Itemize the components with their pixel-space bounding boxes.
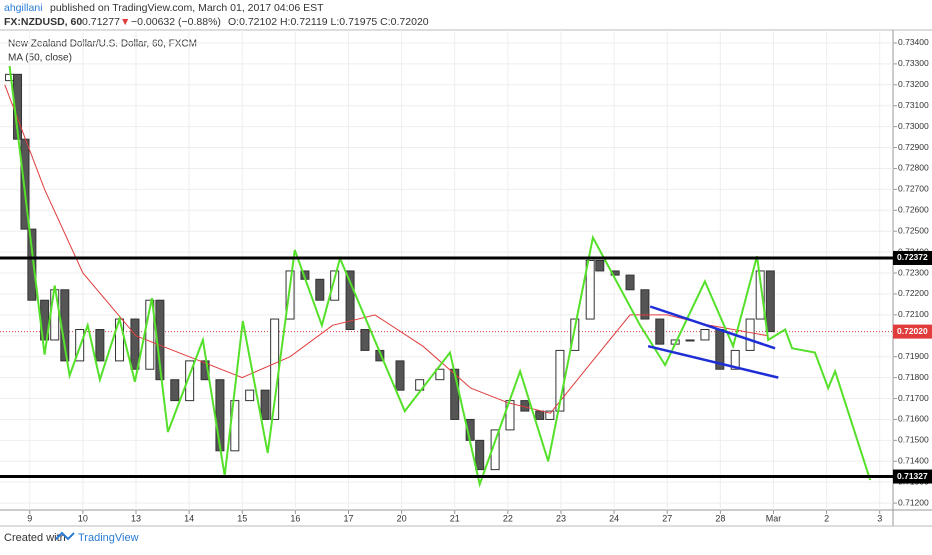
logo [55,531,75,541]
candle [95,329,105,362]
candle [625,274,635,291]
x-tick-label: 9 [27,513,32,523]
change: −0.00632 (−0.88%) [131,16,221,28]
y-tick-label: 0.73000 [898,121,929,131]
candle [545,410,555,420]
candle [535,410,545,420]
candle [585,259,595,320]
y-tick-label: 0.71200 [898,497,929,507]
candle [765,270,775,333]
y-tick-label: 0.71700 [898,393,929,403]
channel-line [647,344,779,379]
candle [655,318,665,345]
candle [130,318,140,370]
x-tick-label: 15 [237,513,247,523]
price-tag [893,250,932,265]
candle [700,329,710,341]
x-tick-label: 2 [824,513,829,523]
symbol: FX:NZDUSD, 60 [4,16,82,28]
candle [27,228,37,301]
x-tick-label: 23 [556,513,566,523]
x-tick-label: 10 [78,513,88,523]
ohlc: O:0.72102 H:0.72119 L:0.71975 C:0.72020 [228,16,429,28]
y-tick-label: 0.72500 [898,225,929,235]
y-tick-label: 0.71900 [898,351,929,361]
y-tick-label: 0.72300 [898,267,929,277]
y-tick-label: 0.73400 [898,37,929,47]
y-tick-label: 0.73200 [898,79,929,89]
x-tick-label: 20 [397,513,407,523]
candle [285,270,295,320]
x-tick-label: 17 [343,513,353,523]
price-tag [893,324,932,339]
candle [395,360,405,391]
candle [595,259,605,272]
candle [5,73,15,82]
y-tick-label: 0.72600 [898,205,929,215]
chart-title: New Zealand Dollar/U.S. Dollar, 60, FXCM [8,39,197,50]
last-price: 0.71277 [82,16,120,28]
y-tick-label: 0.72800 [898,163,929,173]
candle [260,389,270,420]
x-tick-label: 22 [503,513,513,523]
candle [245,389,255,402]
y-tick-label: 0.71800 [898,372,929,382]
candle [345,270,355,331]
footer-created: Created with [4,532,66,544]
x-tick-label: 21 [450,513,460,523]
candle [200,360,210,381]
candle [415,379,425,391]
plot-area [0,30,893,510]
price-tag-label: 0.72020 [897,326,928,336]
ma-line [4,84,769,414]
y-tick-label: 0.71500 [898,435,929,445]
y-tick-label: 0.72700 [898,184,929,194]
candle [745,318,755,351]
x-tick-label: Mar [766,513,782,523]
down-arrow: ▼ [120,16,130,28]
candle [330,270,340,301]
x-tick-label: 13 [131,513,141,523]
price-tag-label: 0.72372 [897,252,928,262]
author[interactable]: ahgillani [4,2,43,14]
x-tick-label: 27 [662,513,672,523]
candle [145,299,155,370]
x-tick-label: 14 [184,513,194,523]
candle [730,349,740,370]
candle [755,270,765,320]
published: published on TradingView.com, March 01, … [50,2,324,14]
candle [570,318,580,351]
indicator-label: MA (50, close) [8,53,72,64]
candle [435,368,445,381]
x-tick-label: 3 [877,513,882,523]
candle [640,289,650,320]
channel-line [649,305,776,350]
price-tag [893,469,932,484]
y-tick-label: 0.73300 [898,58,929,68]
y-tick-label: 0.71400 [898,456,929,466]
footer-brand[interactable]: TradingView [78,532,139,544]
candle [170,379,180,402]
x-tick-label: 16 [290,513,300,523]
y-tick-label: 0.71600 [898,414,929,424]
candle [315,278,325,301]
candle [360,329,370,351]
candle [185,360,195,402]
candle [475,439,485,471]
x-tick-label: 28 [715,513,725,523]
y-tick-label: 0.72100 [898,309,929,319]
candle [685,339,695,342]
x-tick-label: 24 [609,513,619,523]
zigzag-drawing [8,65,872,488]
price-tag-label: 0.71327 [897,471,928,481]
y-tick-label: 0.72900 [898,142,929,152]
y-tick-label: 0.72200 [898,288,929,298]
y-tick-label: 0.73100 [898,100,929,110]
